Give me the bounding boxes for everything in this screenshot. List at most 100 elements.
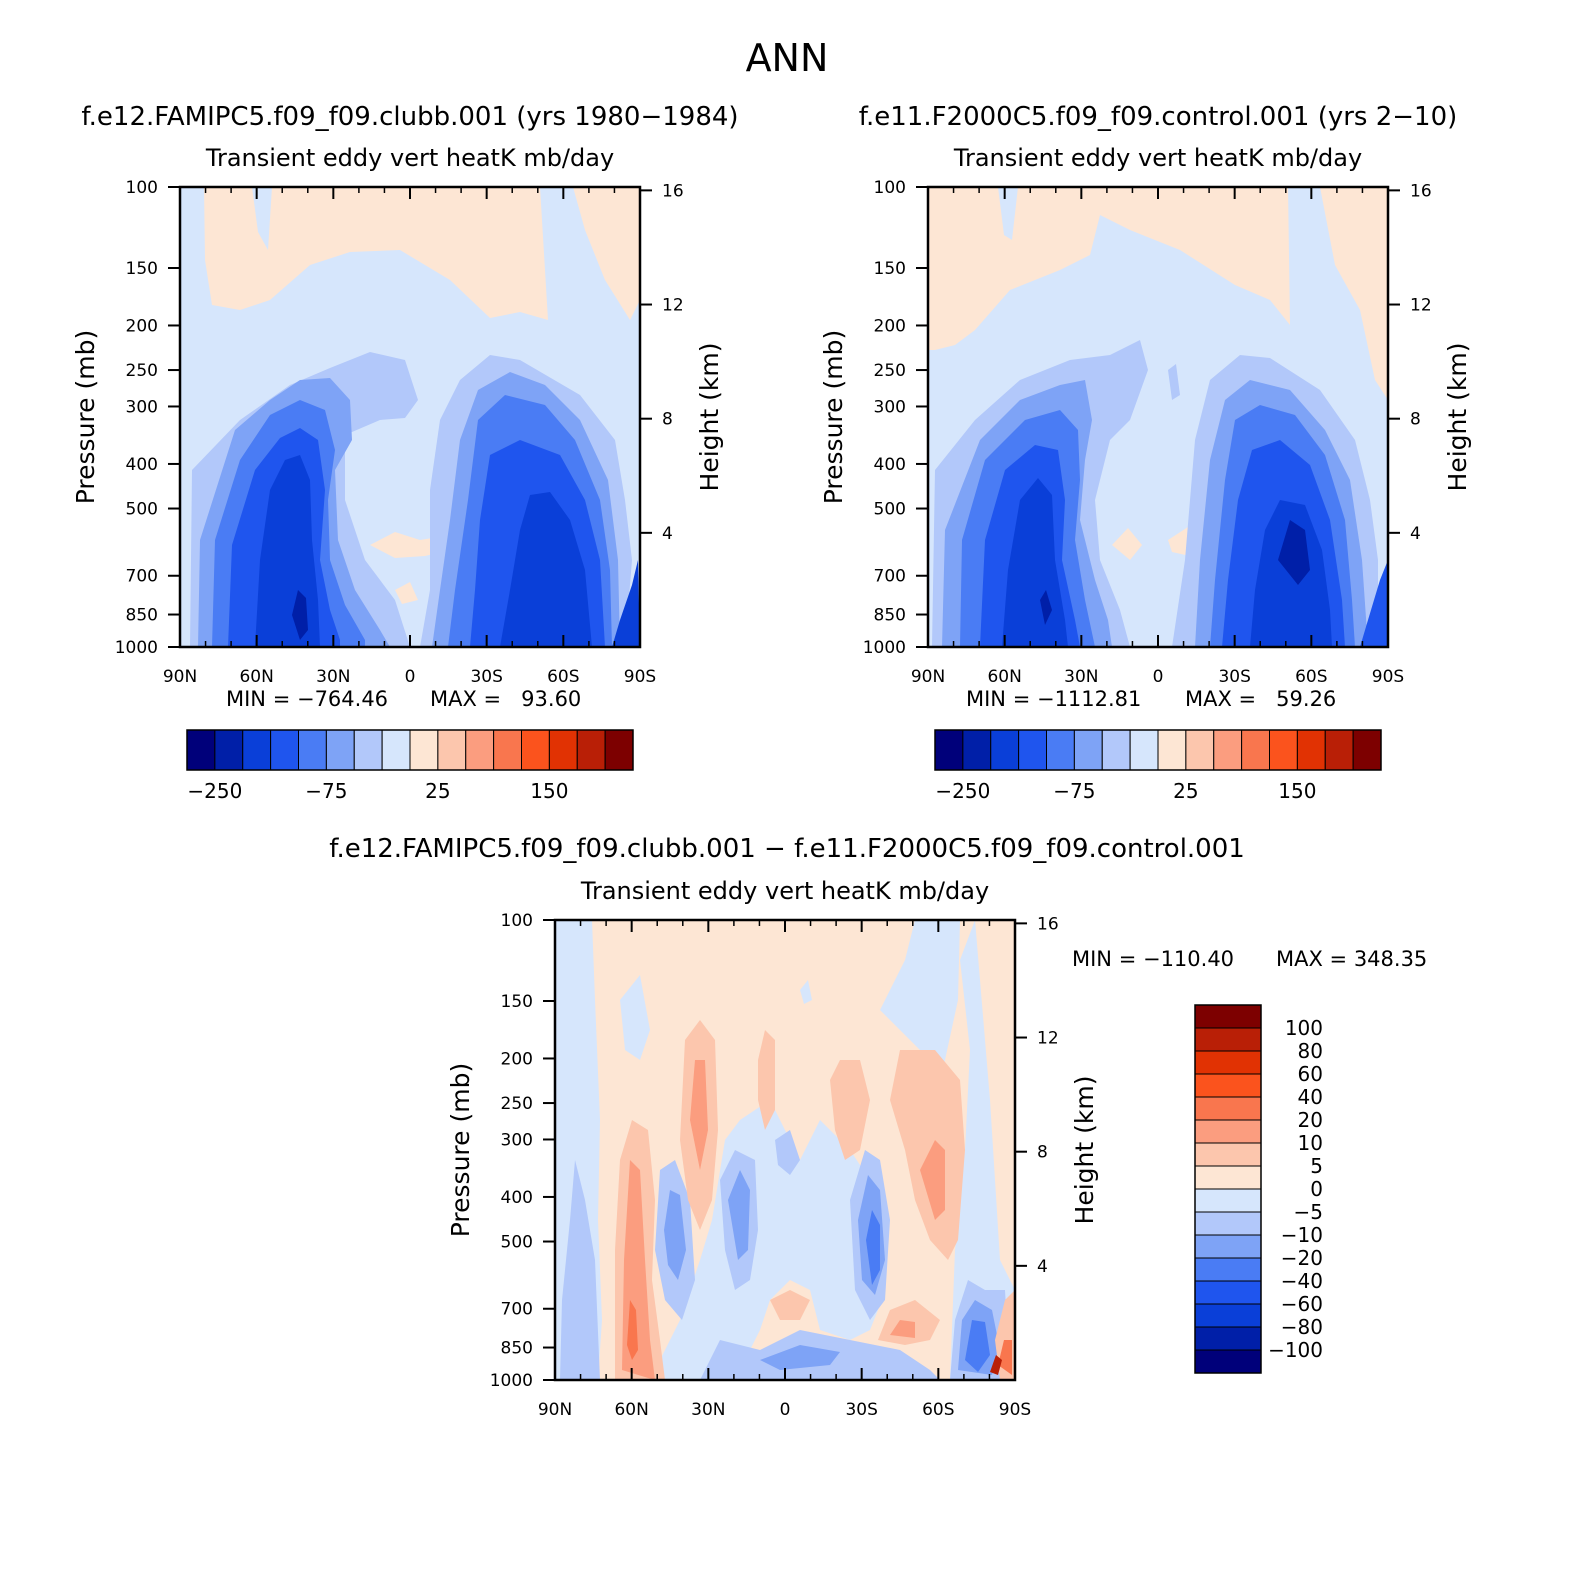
colorbar-label: −75 bbox=[305, 779, 347, 803]
x-tick-label: 60N bbox=[987, 667, 1021, 687]
x-tick-label: 30S bbox=[1218, 667, 1250, 687]
y-tick-label: 850 bbox=[874, 606, 906, 626]
y-axis-label: Pressure (mb) bbox=[819, 330, 848, 504]
y2-tick-label: 16 bbox=[1037, 914, 1059, 934]
axis-ticks: 100 150 200 250 300 400 500 700 850 1000 16 12 8 4 90N… bbox=[863, 178, 1432, 687]
colorbar-label: 5 bbox=[1310, 1154, 1323, 1178]
colorbar-box bbox=[1194, 1211, 1262, 1236]
y-tick-label: 700 bbox=[501, 1300, 533, 1320]
y-tick-label: 400 bbox=[126, 455, 158, 475]
colorbar-box bbox=[521, 729, 550, 771]
colorbar-box bbox=[934, 729, 964, 771]
colorbar-box bbox=[1194, 1188, 1262, 1213]
y-tick-label: 1000 bbox=[863, 638, 906, 658]
x-tick-label: 90N bbox=[163, 667, 197, 687]
colorbar-box bbox=[353, 729, 383, 771]
y-tick-label: 500 bbox=[126, 500, 158, 520]
colorbar-box bbox=[1324, 729, 1354, 771]
colorbar-frame bbox=[186, 729, 634, 771]
x-tick-label: 30S bbox=[470, 667, 502, 687]
y-axis-label: Pressure (mb) bbox=[71, 330, 100, 504]
y2-axis-label: Height (km) bbox=[1070, 1076, 1099, 1225]
colorbar-box bbox=[465, 729, 495, 771]
x-tick-label: 90N bbox=[538, 1400, 572, 1420]
y-tick-label: 200 bbox=[874, 316, 906, 336]
colorbar-label: 150 bbox=[1278, 779, 1316, 803]
y-tick-label: 500 bbox=[874, 500, 906, 520]
y2-tick-label: 8 bbox=[1037, 1143, 1048, 1163]
y-tick-label: 100 bbox=[874, 178, 906, 198]
colorbar-box bbox=[1194, 1165, 1262, 1190]
colorbar-box bbox=[381, 729, 411, 771]
colorbar-frame bbox=[1194, 1004, 1262, 1374]
colorbar-box bbox=[1352, 729, 1382, 771]
colorbar-box bbox=[1194, 1050, 1262, 1075]
colorbar-label: 150 bbox=[530, 779, 568, 803]
colorbar-label: −80 bbox=[1281, 1315, 1323, 1339]
min-value: MIN = −110.40 bbox=[1072, 947, 1234, 971]
colorbar-label: 60 bbox=[1298, 1062, 1323, 1086]
panel-clubb: f.e12.FAMIPC5.f09_f09.clubb.001 (yrs 198… bbox=[71, 102, 739, 803]
colorbar-box bbox=[493, 729, 522, 771]
colorbar-box bbox=[1018, 729, 1047, 771]
colorbar-label: −40 bbox=[1281, 1269, 1323, 1293]
x-tick-label: 90S bbox=[624, 667, 656, 687]
x-tick-label: 30N bbox=[316, 667, 350, 687]
plot-subtitle: Transient eddy vert heatK mb/day bbox=[953, 144, 1362, 172]
colorbar-box bbox=[1194, 1234, 1262, 1259]
colorbar-box bbox=[1194, 1142, 1262, 1167]
colorbar-label: −75 bbox=[1053, 779, 1095, 803]
y2-tick-label: 8 bbox=[1410, 410, 1421, 430]
colorbar-box bbox=[1296, 729, 1326, 771]
min-value: MIN = −764.46 bbox=[226, 687, 388, 711]
x-tick-label: 0 bbox=[1153, 667, 1164, 687]
x-tick-label: 90S bbox=[999, 1400, 1031, 1420]
colorbar-label: 25 bbox=[1173, 779, 1198, 803]
y-tick-label: 100 bbox=[501, 911, 533, 931]
colorbar-box bbox=[1073, 729, 1103, 771]
contour-field bbox=[180, 187, 640, 647]
y-tick-label: 250 bbox=[874, 361, 906, 381]
colorbar-box bbox=[1157, 729, 1187, 771]
y-tick-label: 850 bbox=[126, 606, 158, 626]
y2-tick-label: 12 bbox=[662, 296, 684, 316]
y-tick-label: 150 bbox=[501, 992, 533, 1012]
max-value: MAX = 348.35 bbox=[1276, 947, 1427, 971]
colorbar-label: −20 bbox=[1281, 1246, 1323, 1270]
y-tick-label: 150 bbox=[874, 259, 906, 279]
colorbar-box bbox=[990, 729, 1020, 771]
contour-field bbox=[555, 920, 1015, 1380]
colorbar-box bbox=[437, 729, 467, 771]
y2-axis-label: Height (km) bbox=[695, 343, 724, 492]
y-tick-label: 850 bbox=[501, 1339, 533, 1359]
colorbar-box bbox=[1185, 729, 1215, 771]
colorbar-box bbox=[1101, 729, 1131, 771]
colorbar-label: −100 bbox=[1268, 1338, 1323, 1362]
max-value: MAX = 93.60 bbox=[430, 687, 581, 711]
y-tick-label: 250 bbox=[501, 1094, 533, 1114]
y-tick-label: 250 bbox=[126, 361, 158, 381]
colorbar-label: 80 bbox=[1298, 1039, 1323, 1063]
colorbar-box bbox=[1194, 1027, 1262, 1052]
colorbar-box bbox=[576, 729, 606, 771]
colorbar-box bbox=[1241, 729, 1270, 771]
colorbar: −250 −75 25 150 bbox=[186, 729, 634, 803]
y2-tick-label: 4 bbox=[662, 524, 673, 544]
colorbar-box bbox=[1129, 729, 1159, 771]
y-tick-label: 400 bbox=[874, 455, 906, 475]
colorbar-box bbox=[242, 729, 272, 771]
colorbar-label: 10 bbox=[1298, 1131, 1323, 1155]
x-tick-label: 0 bbox=[405, 667, 416, 687]
colorbar-box bbox=[1269, 729, 1298, 771]
colorbar-box bbox=[962, 729, 992, 771]
x-tick-label: 60S bbox=[922, 1400, 954, 1420]
x-tick-label: 0 bbox=[780, 1400, 791, 1420]
y2-tick-label: 8 bbox=[662, 410, 673, 430]
x-tick-label: 60N bbox=[239, 667, 273, 687]
y-tick-label: 700 bbox=[126, 567, 158, 587]
x-tick-label: 30S bbox=[845, 1400, 877, 1420]
colorbar-label: −250 bbox=[935, 779, 990, 803]
plot-subtitle: Transient eddy vert heatK mb/day bbox=[580, 877, 989, 905]
colorbar-box bbox=[604, 729, 634, 771]
